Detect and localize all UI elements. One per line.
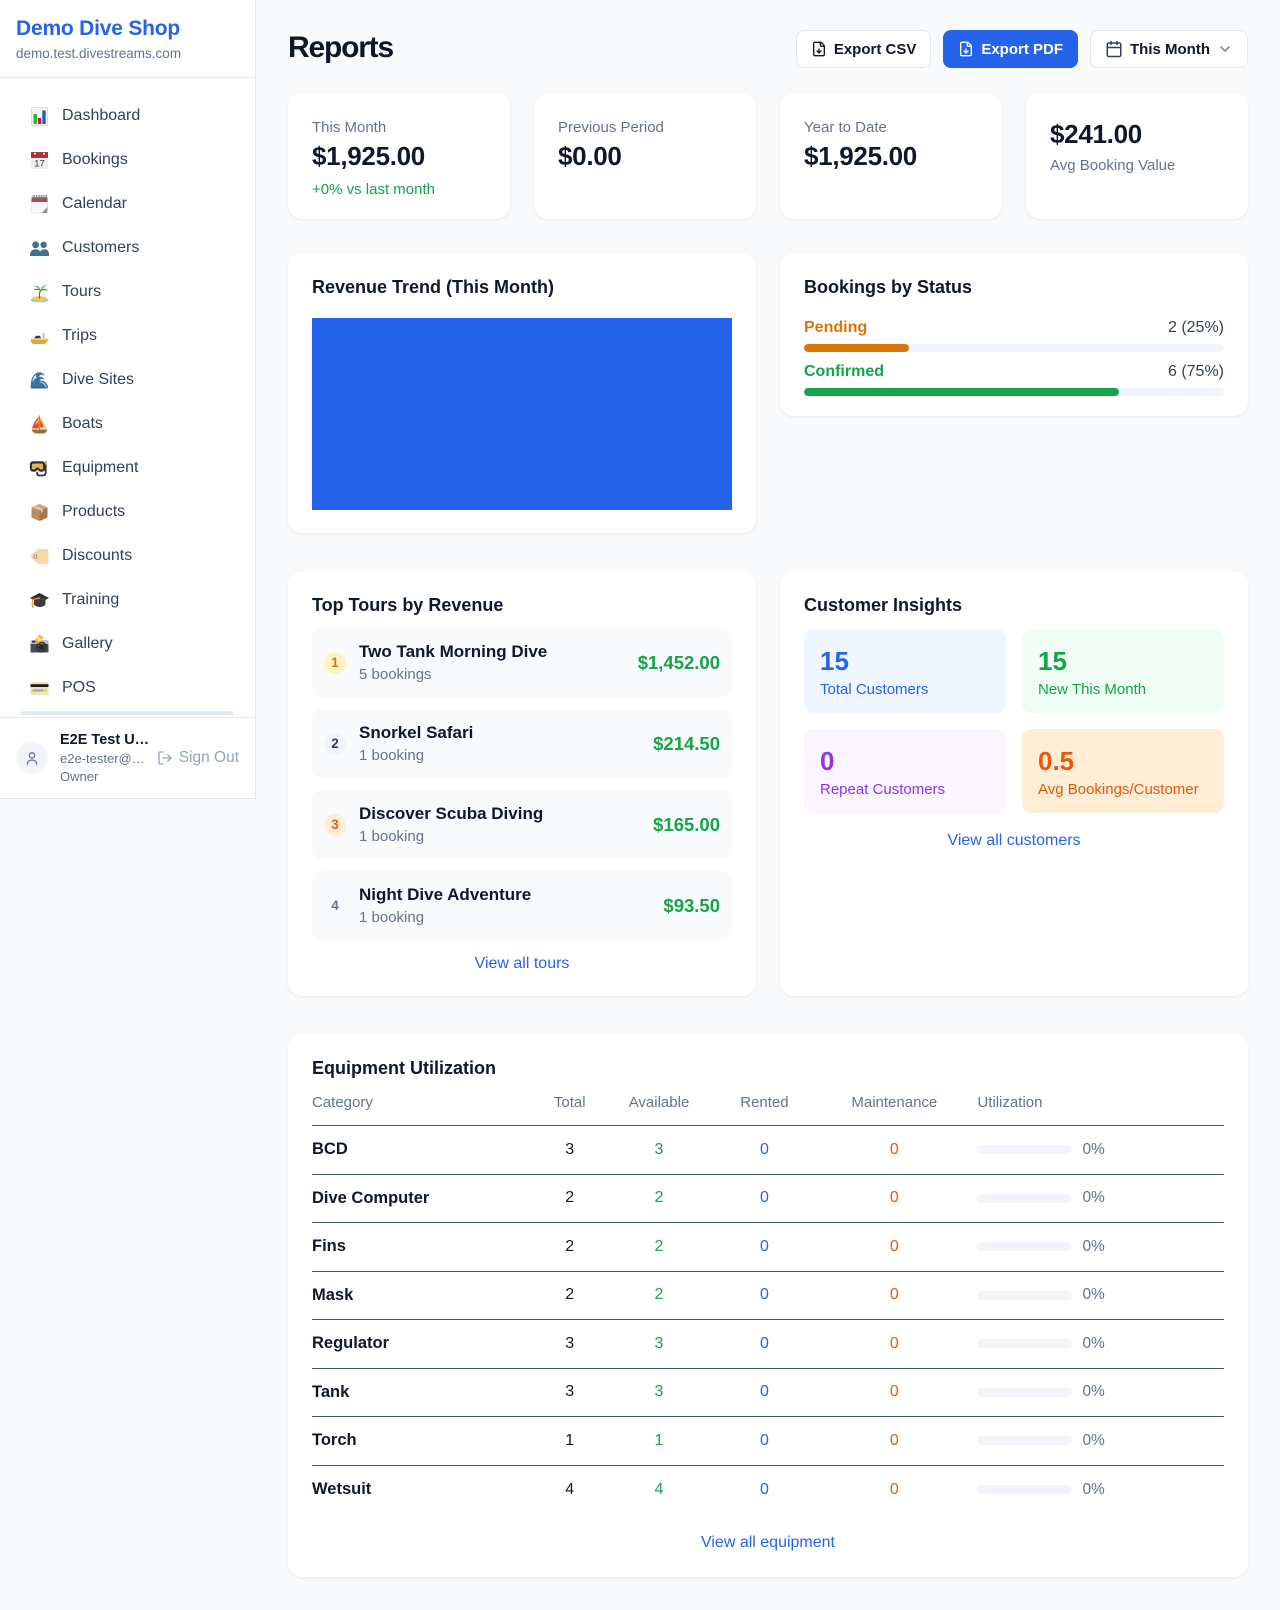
svg-text:17: 17	[34, 158, 45, 169]
